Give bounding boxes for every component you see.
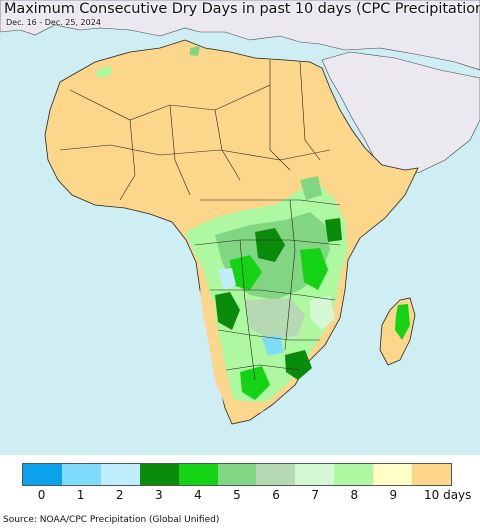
legend-label: 10 days xyxy=(424,488,472,502)
date-range: Dec. 16 - Dec. 25, 2024 xyxy=(6,18,101,27)
legend-label: 2 xyxy=(115,488,124,502)
legend-swatch xyxy=(295,464,335,485)
legend-swatch xyxy=(100,464,140,485)
legend-label: 7 xyxy=(311,488,319,502)
legend-swatch xyxy=(61,464,101,485)
europe-land xyxy=(0,0,480,71)
source-note: Source: NOAA/CPC Precipitation (Global U… xyxy=(3,515,220,525)
legend-color-bar xyxy=(22,463,452,486)
arabian-peninsula xyxy=(321,51,480,179)
legend-label: 6 xyxy=(272,488,280,502)
legend-swatch xyxy=(139,464,179,485)
legend-label: 0 xyxy=(37,488,46,502)
legend-swatch xyxy=(373,464,413,485)
legend-swatch xyxy=(334,464,374,485)
legend-label: 9 xyxy=(389,488,398,502)
legend-label: 4 xyxy=(194,488,202,502)
legend-swatch xyxy=(217,464,257,485)
legend-label: 5 xyxy=(233,488,241,502)
legend-swatch xyxy=(178,464,218,485)
map-title: Maximum Consecutive Dry Days in past 10 … xyxy=(4,1,480,17)
map-area: Maximum Consecutive Dry Days in past 10 … xyxy=(0,0,480,455)
legend-label: 1 xyxy=(76,488,85,502)
africa-map xyxy=(0,0,480,455)
legend-label: 3 xyxy=(154,488,163,502)
legend-swatch xyxy=(412,464,451,485)
legend-label: 8 xyxy=(350,488,359,502)
country-borders xyxy=(59,60,341,381)
legend-swatch xyxy=(23,464,62,485)
legend-swatch xyxy=(256,464,296,485)
madagascar-wet xyxy=(395,304,410,340)
legend-labels: 0 1 2 3 4 5 6 7 8 9 10 days xyxy=(22,488,472,506)
